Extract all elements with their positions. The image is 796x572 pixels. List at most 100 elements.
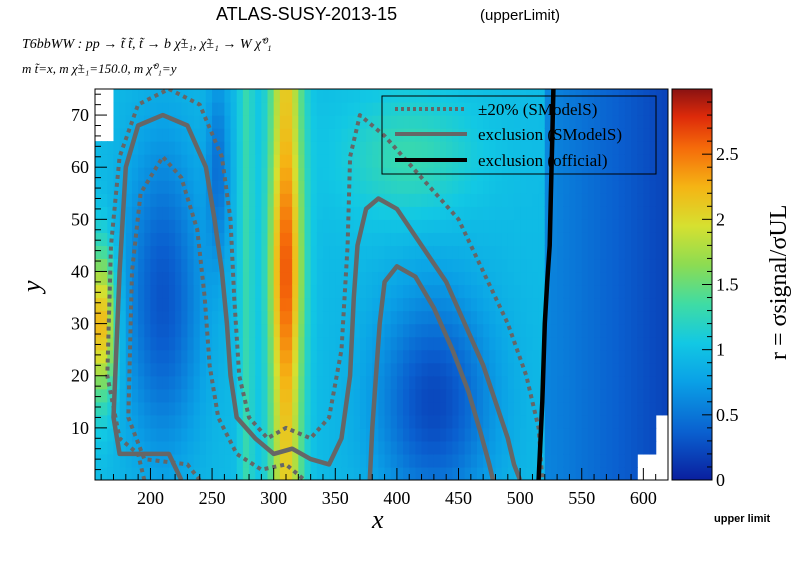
heatmap-cell — [341, 102, 349, 116]
heatmap-cell — [384, 284, 392, 299]
heatmap-cell — [125, 375, 133, 390]
heatmap-cell — [563, 232, 571, 246]
heatmap-cell — [643, 245, 651, 260]
heatmap-cell — [649, 323, 657, 338]
heatmap-cell — [347, 388, 355, 403]
heatmap-cell — [661, 323, 668, 338]
heatmap-cell — [606, 219, 614, 233]
heatmap-cell — [193, 284, 201, 299]
heatmap-cell — [643, 193, 651, 207]
heatmap-cell — [612, 271, 620, 286]
heatmap-cell — [298, 375, 306, 390]
heatmap-cell — [526, 245, 534, 260]
heatmap-cell — [366, 89, 373, 103]
heatmap-cell — [131, 141, 139, 155]
heatmap-cell — [643, 115, 651, 129]
heatmap-cell — [199, 427, 207, 442]
heatmap-cell — [538, 219, 546, 233]
heatmap-cell — [162, 323, 170, 338]
heatmap-cell — [205, 206, 213, 220]
heatmap-cell — [440, 453, 447, 468]
heatmap-cell — [563, 323, 571, 338]
heatmap-cell — [267, 128, 275, 142]
heatmap-cell — [637, 336, 644, 351]
heatmap-cell — [162, 271, 170, 286]
heatmap-cell — [224, 167, 232, 181]
heatmap-cell — [409, 414, 416, 429]
heatmap-cell — [446, 414, 453, 429]
heatmap-cell — [218, 336, 225, 351]
heatmap-cell — [483, 466, 490, 480]
heatmap-cell — [403, 284, 410, 299]
heatmap-cell — [131, 180, 139, 194]
heatmap-cell — [304, 349, 312, 364]
heatmap-cell — [470, 102, 478, 116]
heatmap-cell — [489, 414, 497, 429]
heatmap-cell — [175, 362, 182, 377]
heatmap-cell — [199, 336, 207, 351]
heatmap-cell — [594, 232, 601, 246]
heatmap-cell — [322, 193, 330, 207]
heatmap-cell — [415, 336, 423, 351]
heatmap-cell — [427, 349, 435, 364]
heatmap-cell — [95, 141, 102, 155]
heatmap-cell — [119, 102, 127, 116]
heatmap-cell — [403, 310, 410, 325]
legend-label-smodels: exclusion (SModelS) — [478, 125, 622, 144]
heatmap-cell — [212, 102, 219, 116]
heatmap-cell — [624, 453, 632, 468]
heatmap-cell — [255, 388, 262, 403]
heatmap-cell — [347, 219, 355, 233]
heatmap-cell — [341, 440, 349, 455]
footer-label: upper limit — [714, 513, 771, 525]
heatmap-cell — [175, 297, 182, 312]
heatmap-cell — [255, 128, 262, 142]
heatmap-cell — [286, 427, 293, 442]
heatmap-cell — [643, 128, 651, 142]
heatmap-cell — [575, 323, 583, 338]
heatmap-cell — [427, 141, 435, 155]
heatmap-cell — [267, 362, 275, 377]
heatmap-cell — [532, 271, 540, 286]
heatmap-cell — [575, 245, 583, 260]
heatmap-cell — [181, 258, 189, 273]
heatmap-cell — [637, 362, 644, 377]
heatmap-cell — [249, 245, 256, 260]
heatmap-cell — [316, 271, 324, 286]
heatmap-cell — [458, 180, 466, 194]
heatmap-cell — [606, 440, 614, 455]
heatmap-cell — [95, 466, 102, 480]
heatmap-cell — [440, 232, 447, 246]
heatmap-cell — [255, 232, 262, 246]
heatmap-cell — [119, 388, 127, 403]
heatmap-cell — [95, 323, 102, 338]
heatmap-cell — [322, 362, 330, 377]
heatmap-cell — [440, 258, 447, 273]
heatmap-cell — [594, 310, 601, 325]
heatmap-cell — [600, 219, 607, 233]
heatmap-cell — [575, 440, 583, 455]
heatmap-cell — [403, 388, 410, 403]
heatmap-cell — [612, 232, 620, 246]
heatmap-cell — [563, 388, 571, 403]
heatmap-cell — [550, 440, 558, 455]
heatmap-cell — [495, 323, 503, 338]
heatmap-cell — [168, 102, 176, 116]
heatmap-cell — [273, 102, 281, 116]
heatmap-cell — [594, 466, 601, 480]
heatmap-cell — [273, 284, 281, 299]
heatmap-cell — [557, 466, 564, 480]
heatmap-cell — [526, 232, 534, 246]
heatmap-cell — [378, 323, 386, 338]
heatmap-cell — [526, 440, 534, 455]
heatmap-cell — [415, 258, 423, 273]
heatmap-cell — [390, 401, 398, 416]
heatmap-cell — [372, 167, 380, 181]
heatmap-cell — [372, 414, 380, 429]
heatmap-cell — [470, 128, 478, 142]
heatmap-cell — [187, 388, 195, 403]
heatmap-cell — [230, 232, 238, 246]
heatmap-cell — [575, 375, 583, 390]
heatmap-cell — [440, 310, 447, 325]
heatmap-cell — [520, 128, 527, 142]
